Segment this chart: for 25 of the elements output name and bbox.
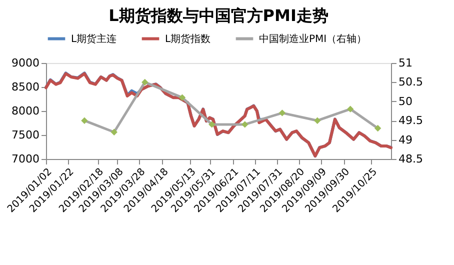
- point: [208, 121, 216, 128]
- point: [81, 117, 88, 124]
- legend-label: 中国制造业PMI（右轴）: [259, 32, 367, 45]
- legend-label: L期货主连: [71, 32, 117, 45]
- y2-tick-label: 50.5: [398, 76, 423, 89]
- y-tick-label: 9000: [12, 56, 40, 70]
- y-tick-label: 7000: [12, 152, 40, 166]
- y-tick-label: 8500: [12, 80, 40, 94]
- point: [278, 110, 286, 116]
- chart-title: L期货指数与中国官方PMI走势: [108, 6, 328, 25]
- point: [374, 124, 382, 132]
- legend-label: L期货指数: [165, 32, 211, 45]
- point: [346, 106, 354, 112]
- y2-tick-label: 49: [398, 133, 412, 146]
- point: [242, 121, 248, 128]
- y2-tick-label: 48.5: [398, 152, 423, 166]
- y-tick-label: 7500: [12, 128, 40, 142]
- point: [314, 117, 321, 124]
- y2-tick-label: 49.5: [398, 114, 423, 128]
- y2-tick-label: 50: [398, 94, 412, 108]
- point: [110, 128, 118, 136]
- point: [142, 78, 148, 86]
- y2-tick-label: 51: [398, 56, 412, 70]
- point: [178, 94, 186, 101]
- y-tick-label: 8000: [12, 104, 40, 118]
